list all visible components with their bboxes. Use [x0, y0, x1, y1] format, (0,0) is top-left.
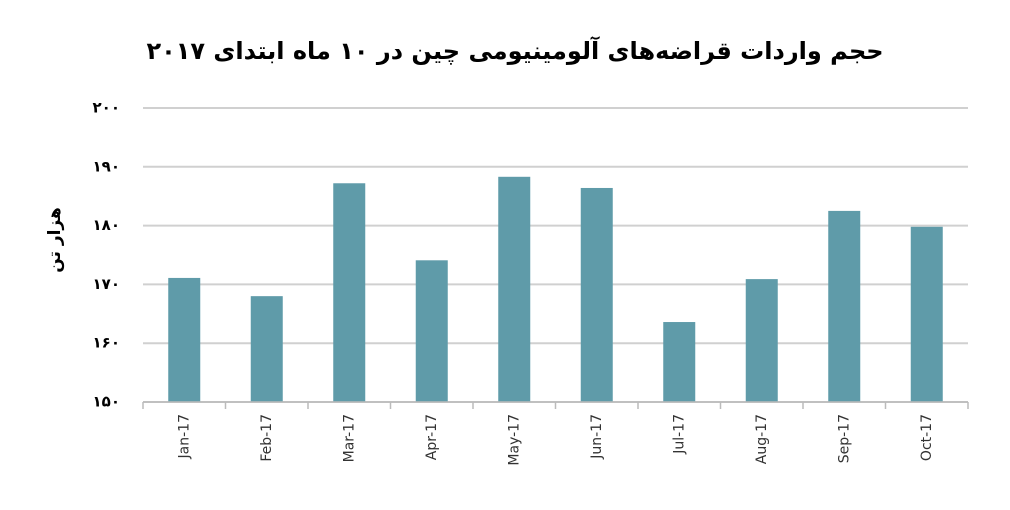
bar	[415, 260, 448, 402]
bar	[745, 279, 778, 402]
y-tick-label: ۱۷۰	[93, 275, 120, 293]
x-tick-label: Feb-17	[259, 414, 275, 462]
y-tick-label: ۱۸۰	[93, 216, 120, 234]
bar	[498, 176, 531, 402]
x-tick-label: Apr-17	[424, 414, 440, 460]
bar	[333, 183, 366, 402]
bar	[250, 296, 283, 402]
bar	[663, 322, 696, 402]
bar	[168, 277, 201, 402]
chart-title: حجم واردات قراضه‌های آلومینیومی چین در ۱…	[146, 36, 883, 65]
bar	[910, 226, 943, 402]
y-tick-label: ۱۶۰	[93, 334, 120, 352]
y-tick-label: ۱۵۰	[93, 393, 120, 411]
x-tick-label: Oct-17	[919, 414, 935, 461]
bar	[828, 210, 861, 402]
x-tick-label: Jan-17	[176, 414, 192, 459]
x-tick-label: Jun-17	[589, 414, 605, 460]
x-tick-label: Sep-17	[836, 414, 852, 463]
x-tick-label: Aug-17	[754, 414, 770, 464]
x-tick-label: May-17	[506, 414, 522, 466]
x-tick-label: Mar-17	[341, 414, 357, 462]
bar	[580, 187, 613, 402]
y-tick-label: ۱۹۰	[93, 157, 120, 175]
y-tick-label: ۲۰۰	[93, 99, 120, 117]
x-tick-label: Jul-17	[671, 414, 687, 455]
y-axis-label: هزار تن	[45, 207, 65, 273]
